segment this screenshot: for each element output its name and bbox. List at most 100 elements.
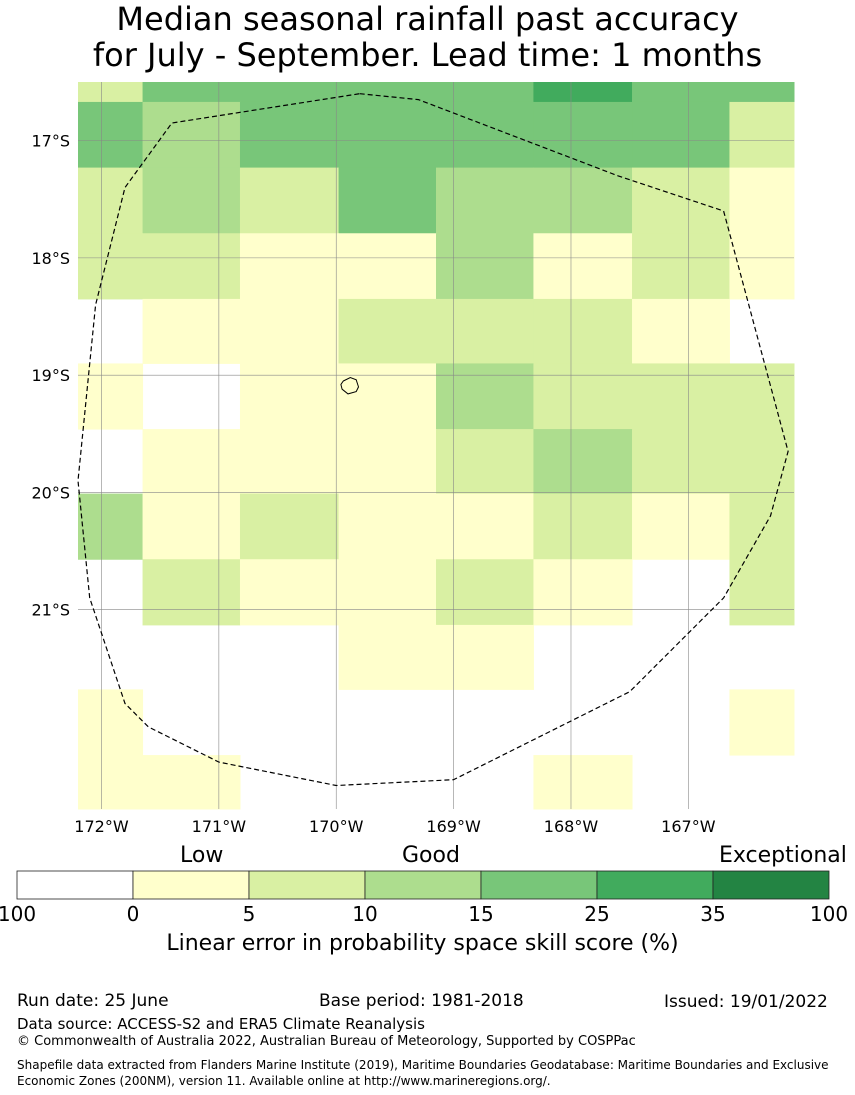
grid-cell [729, 233, 795, 300]
grid-cell [729, 689, 795, 756]
grid-cell [533, 167, 633, 234]
grid-cell [338, 101, 437, 169]
colorbar-tick-label: 25 [584, 902, 609, 926]
grid-cell [729, 82, 795, 103]
colorbar-tick-label: 0 [127, 902, 140, 926]
grid-cell [239, 298, 340, 364]
grid-cell [78, 167, 144, 234]
latitude-label: 20°S [31, 483, 70, 502]
grid-cell [533, 493, 633, 560]
legend-word-exceptional: Exceptional [719, 843, 847, 868]
grid-cell [78, 689, 144, 756]
eez-boundary [77, 93, 789, 787]
colorbar-tick-label: 100 [0, 902, 36, 926]
grid-cell [632, 82, 730, 103]
run-date: Run date: 25 June [17, 991, 169, 1011]
grid-cell [239, 559, 340, 626]
grid-cell [436, 82, 534, 103]
grid-cell [239, 82, 340, 103]
latitude-labels: 17°S 18°S 19°S 20°S 21°S [31, 132, 70, 620]
grid-cell [338, 429, 437, 495]
latitude-label: 18°S [31, 249, 70, 268]
grid-cell [729, 363, 795, 430]
grid-cell [78, 755, 144, 810]
grid-cell [142, 101, 241, 169]
grid-cell [436, 167, 534, 234]
legend-word-good: Good [402, 843, 460, 868]
longitude-label: 169°W [426, 817, 481, 836]
base-period: Base period: 1981-2018 [319, 991, 524, 1011]
island-outline [340, 376, 360, 395]
grid-cell [239, 363, 340, 430]
grid-cell [78, 82, 144, 103]
grid-cell [142, 755, 241, 810]
issued-date: Issued: 19/01/2022 [664, 992, 828, 1012]
colorbar-tick-label: 15 [468, 902, 493, 926]
grid-cell [142, 559, 241, 626]
grid-cell [338, 233, 437, 300]
copyright: © Commonwealth of Australia 2022, Austra… [17, 1034, 636, 1049]
grid-cell [338, 363, 437, 430]
grid-cell [78, 493, 144, 560]
longitude-label: 167°W [661, 817, 716, 836]
grid-cell [632, 233, 730, 300]
grid-cell [142, 493, 241, 560]
grid-cell [338, 82, 437, 103]
colorbar-segment [712, 870, 830, 900]
grid-cell [436, 101, 534, 169]
longitude-label: 171°W [192, 817, 247, 836]
grid-cell [533, 82, 633, 103]
grid-cell [239, 167, 340, 234]
grid-cell [533, 298, 633, 364]
grid-cell [338, 493, 437, 560]
colorbar-segment [132, 870, 250, 900]
longitude-label: 172°W [74, 817, 129, 836]
longitude-label: 170°W [309, 817, 364, 836]
grid-cell [533, 559, 633, 626]
colorbar-tick-label: 35 [700, 902, 725, 926]
grid-cell [78, 101, 144, 169]
grid-cell [729, 559, 795, 626]
grid-cell [632, 363, 730, 430]
grid-cell [533, 101, 633, 169]
grid-cell [142, 233, 241, 300]
grid-cell [239, 101, 340, 169]
grid-cell [142, 167, 241, 234]
graticule [78, 82, 794, 809]
grid-cell [142, 82, 241, 103]
colorbar-tick-label: 5 [243, 902, 256, 926]
grid-cell [239, 233, 340, 300]
grid-cell [729, 101, 795, 169]
colorbar-segment [480, 870, 598, 900]
grid-cell [729, 493, 795, 560]
grid-cell [239, 429, 340, 495]
colorbar-tick-label: 10 [352, 902, 377, 926]
skill-grid [78, 82, 795, 810]
grid-cell [729, 167, 795, 234]
colorbar-tick-label: 100 [810, 902, 848, 926]
grid-cell [338, 624, 437, 690]
grid-cell [729, 429, 795, 495]
latitude-label: 21°S [31, 601, 70, 620]
grid-cell [632, 493, 730, 560]
grid-cell [632, 429, 730, 495]
colorbar-axis-label: Linear error in probability space skill … [166, 931, 679, 956]
grid-cell [436, 493, 534, 560]
grid-cell [533, 429, 633, 495]
colorbar-segment [16, 870, 134, 900]
grid-cell [436, 429, 534, 495]
grid-cell [338, 167, 437, 234]
colorbar [16, 870, 830, 900]
data-source: Data source: ACCESS-S2 and ERA5 Climate … [17, 1015, 425, 1033]
grid-cell [436, 363, 534, 430]
longitude-label: 168°W [544, 817, 599, 836]
colorbar-segment [248, 870, 366, 900]
grid-cell [338, 559, 437, 626]
grid-cell [436, 624, 534, 690]
grid-cell [239, 493, 340, 560]
grid-cell [78, 233, 144, 300]
grid-cell [436, 298, 534, 364]
grid-cell [338, 298, 437, 364]
longitude-labels: 172°W 171°W 170°W 169°W 168°W 167°W [74, 817, 715, 836]
